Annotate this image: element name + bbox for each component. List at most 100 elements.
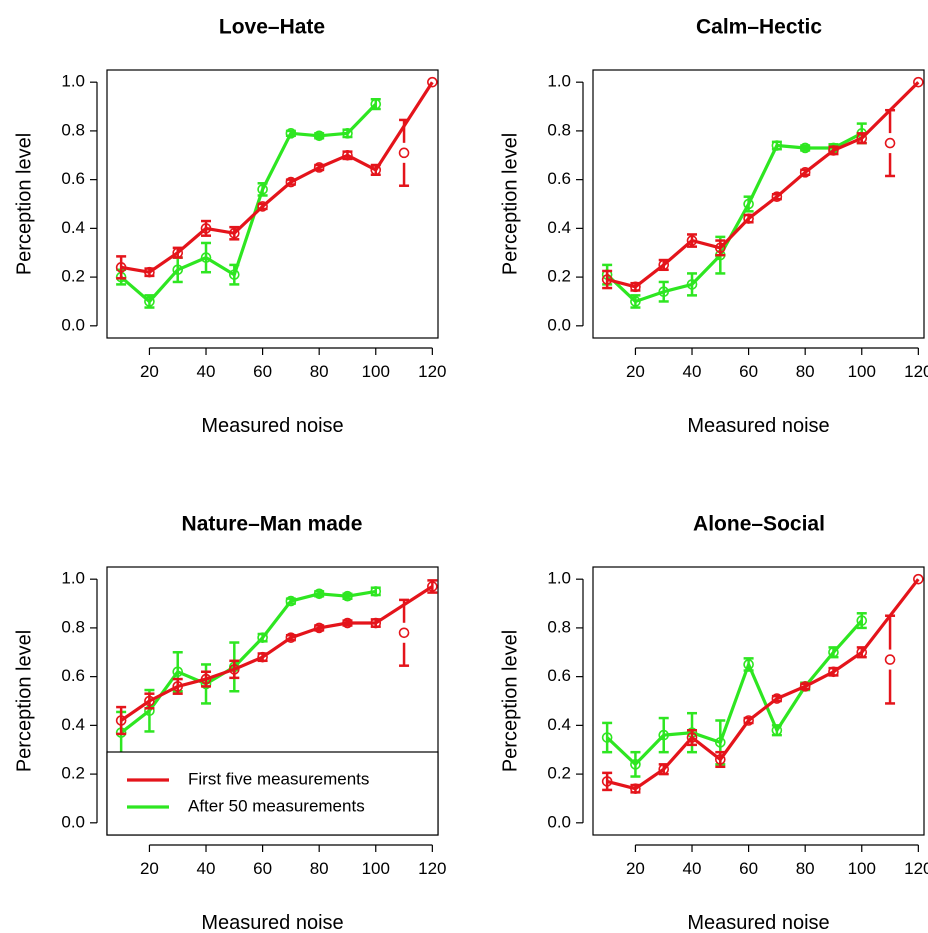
y-tick-label: 0.6 [61,666,85,685]
y-tick-label: 0.0 [547,315,571,334]
data-point [828,145,839,156]
y-tick-label: 0.4 [61,715,85,734]
y-tick-label: 0.0 [547,812,571,831]
chart-title: Nature–Man made [182,513,363,536]
data-point [200,223,212,234]
data-point [342,590,353,602]
data-point [257,651,268,663]
data-point [172,681,184,692]
series-line [120,589,377,734]
chart-panel-4: Alone–Social 0.0 0.2 0.4 0.6 0.8 1.0 20 40 60 80 10… [499,513,928,933]
data-point [285,595,297,607]
chart-title: Love–Hate [219,16,325,39]
chart-panel-3: Nature–Man made 0.0 0.2 0.4 0.6 0.8 1.0 20 40 60 8… [13,513,446,933]
data-point [658,286,670,298]
y-tick-label: 0.8 [61,120,85,139]
data-point [398,627,410,639]
x-tick-label: 20 [140,362,159,381]
legend-box [106,751,439,836]
chart-title: Calm–Hectic [696,16,822,39]
legend-label: After 50 measurements [188,796,365,815]
data-point [799,142,811,154]
data-point [686,279,698,290]
data-point [313,622,325,634]
x-tick-label: 40 [197,362,216,381]
data-point [771,191,783,202]
x-axis-label: Measured noise [201,912,343,933]
data-point [200,252,212,263]
data-point [172,247,184,259]
chart-panel-1: Love–Hate 0.0 0.2 0.4 0.6 0.8 1.0 20 40 60 80 100 12… [13,16,446,437]
y-tick-label: 0.6 [61,169,85,188]
data-point [771,724,783,736]
x-tick-label: 100 [362,859,390,878]
data-point [856,615,868,626]
data-point [115,262,127,273]
plot-frame [592,566,925,836]
y-axis-label: Perception level [13,133,35,275]
x-axis-label: Measured noise [201,415,343,437]
data-point [715,754,726,765]
data-point [630,281,641,293]
x-tick-label: 40 [683,859,702,878]
y-tick-label: 0.8 [547,120,571,139]
plot-frame [106,69,439,339]
x-tick-label: 100 [362,362,390,381]
series-first-five [115,579,438,736]
data-point [884,137,896,149]
data-point [828,646,839,658]
series-line [606,578,920,791]
data-point [285,632,297,643]
data-point [743,659,754,670]
y-tick-label: 1.0 [547,569,571,588]
data-point [884,654,896,665]
data-point [771,140,783,151]
data-point [313,130,325,142]
data-point [370,586,382,597]
x-axis-label: Measured noise [687,912,829,933]
y-axis-label: Perception level [499,630,521,772]
data-point [144,296,155,307]
data-point [313,588,325,600]
y-tick-label: 0.2 [547,267,571,286]
x-tick-label: 20 [626,362,645,381]
data-point [229,664,240,675]
data-point [115,715,127,726]
data-point [630,783,641,795]
series-line [120,585,434,722]
data-point [342,149,353,161]
legend: First five measurements After 50 measurem… [106,751,439,836]
series-first-five [601,76,924,293]
x-tick-label: 60 [739,362,758,381]
legend-label: First five measurements [188,769,369,788]
data-point [342,617,353,629]
data-point [771,693,783,704]
x-tick-label: 80 [796,362,815,381]
data-point [427,581,438,592]
x-tick-label: 60 [253,362,272,381]
data-point [743,198,754,210]
x-tick-label: 40 [683,362,702,381]
data-point [285,176,297,188]
x-tick-label: 80 [796,859,815,878]
data-point [913,76,924,88]
x-tick-label: 60 [253,859,272,878]
series-after-50 [115,586,382,755]
data-point [144,266,155,278]
y-tick-label: 0.4 [547,715,571,734]
x-tick-label: 20 [140,859,159,878]
x-tick-label: 120 [904,859,928,878]
data-point [856,132,868,144]
data-point [200,673,212,685]
data-point [658,729,670,741]
x-axis-label: Measured noise [687,415,829,437]
data-point [257,184,268,195]
series-line [605,131,863,304]
y-tick-label: 1.0 [61,72,85,91]
y-tick-label: 0.6 [547,666,571,685]
data-point [313,162,325,173]
y-axis-label: Perception level [499,133,521,275]
y-tick-label: 0.2 [61,267,85,286]
